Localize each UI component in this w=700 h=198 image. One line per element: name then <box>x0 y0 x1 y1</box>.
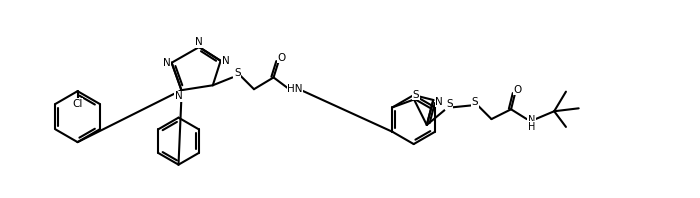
Text: N: N <box>163 58 171 68</box>
Text: N: N <box>195 37 203 47</box>
Text: N: N <box>174 91 183 101</box>
Text: S: S <box>446 99 453 109</box>
Text: HN: HN <box>288 84 303 94</box>
Text: N: N <box>435 97 443 107</box>
Text: H: H <box>528 122 536 132</box>
Text: S: S <box>472 97 478 108</box>
Text: O: O <box>514 85 522 95</box>
Text: N: N <box>222 56 230 66</box>
Text: S: S <box>234 68 241 78</box>
Text: N: N <box>528 115 536 125</box>
Text: S: S <box>413 89 419 100</box>
Text: Cl: Cl <box>72 99 83 109</box>
Text: O: O <box>277 53 286 63</box>
